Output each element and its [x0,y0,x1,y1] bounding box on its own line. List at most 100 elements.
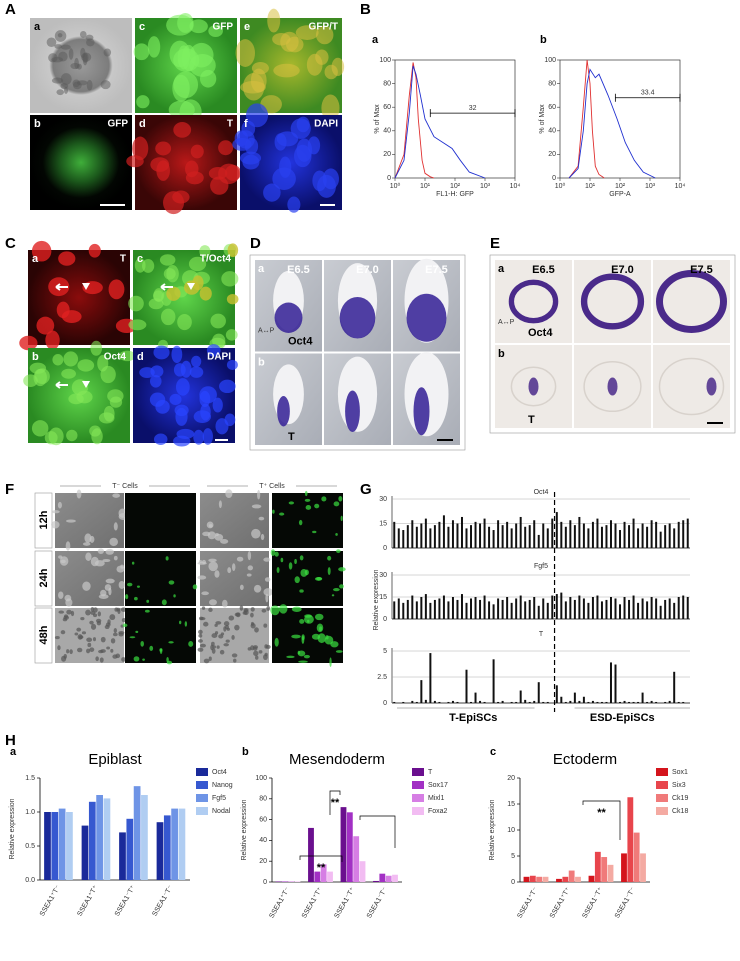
sub-label: c [490,746,496,758]
cell [288,501,295,505]
bar [44,812,51,880]
cell [91,428,103,445]
y-tick-label: 80 [548,80,556,87]
bar [569,700,572,703]
cell [293,144,312,168]
gene-label: Oct4 [288,335,313,347]
panel-label: H [5,732,16,749]
bar [171,808,178,880]
cell [51,521,60,529]
image-caption: T [227,119,233,130]
x-tick-label: 10³ [645,183,656,190]
cell [199,386,217,404]
cell [304,498,311,502]
bar [456,701,459,703]
bar [536,876,543,882]
cell [201,606,206,610]
cell [251,504,262,509]
y-tick-label: 5 [383,648,387,655]
cell [327,555,332,561]
cell [66,609,72,615]
cell [89,647,95,652]
bar [519,595,522,619]
cell [276,567,280,574]
cell [311,633,321,640]
gene-label: T [528,414,535,426]
cell [218,140,234,156]
cell [202,428,213,445]
expression [339,296,376,339]
cell [150,157,170,172]
cell [303,654,310,659]
cell [197,561,207,565]
bar [609,662,612,703]
cell [163,268,176,280]
bar [650,520,653,548]
y-tick-label: 0 [387,175,391,182]
cell [299,589,304,593]
cell [198,616,204,621]
bar [605,599,608,619]
micrograph [125,493,196,548]
bar [664,701,667,703]
cell [142,658,145,661]
y-tick-label: 2.5 [377,674,387,681]
bar [632,701,635,703]
sub-label: b [242,746,249,758]
y-tick-label: 30 [379,496,387,503]
cell [136,95,150,109]
bar [582,598,585,619]
bar [393,601,396,619]
row-title: Fgf5 [534,563,548,570]
bar [523,876,530,882]
bar [501,700,504,703]
bar [420,523,423,548]
bar [555,685,558,703]
bar [424,699,427,703]
cell [335,532,338,536]
cell [174,404,189,417]
cell [208,167,228,180]
y-tick-label: 15 [379,520,387,527]
cell [153,345,170,360]
cell [265,593,269,603]
cell [149,374,162,388]
expression [706,377,717,396]
sub-label: b [540,34,547,46]
x-tick-label: SSEA1⁺T⁻ [268,886,291,919]
bar [447,601,450,619]
bar [560,521,563,548]
bar [664,599,667,619]
cell [339,584,344,589]
cell [188,256,207,272]
cell [100,589,107,597]
bar [420,680,423,703]
sub-label: b [34,118,41,130]
x-tick-label: 10⁰ [555,182,566,190]
cell [69,649,73,655]
bracket [359,815,396,848]
cell [58,251,76,266]
legend-label: Sox1 [672,769,688,776]
bar [397,598,400,619]
cell [335,650,343,653]
cell [168,641,174,644]
cell [87,642,92,648]
bar [537,605,540,619]
legend-swatch [656,794,668,802]
bar [429,653,432,703]
y-tick-label: 0 [383,545,387,552]
y-tick-label: 60 [548,104,556,111]
sub-label: b [498,348,505,360]
cell [209,599,217,606]
micrograph [272,493,343,548]
bar [479,700,482,703]
bar [510,528,513,548]
cell [65,598,73,607]
cell [199,286,212,301]
bar [103,798,111,880]
y-tick-label: 20 [383,151,391,158]
legend-label: Nanog [212,782,233,789]
cell [110,638,116,644]
